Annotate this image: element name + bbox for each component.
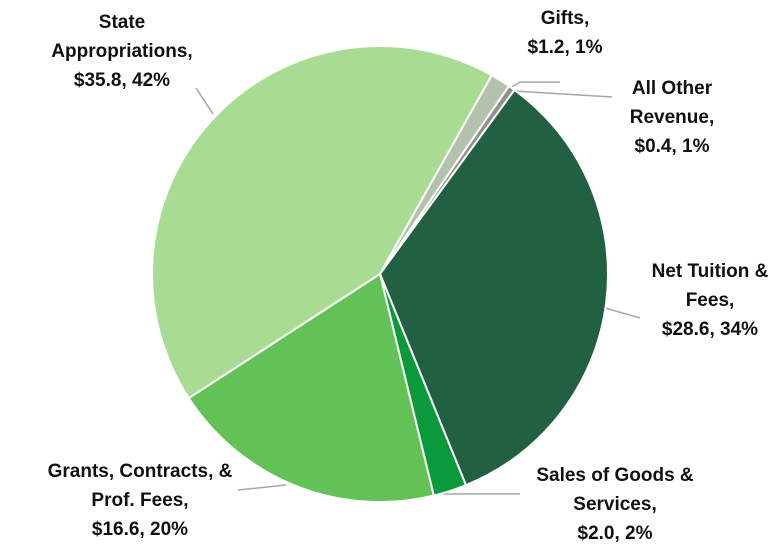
slice-label: All Other Revenue, $0.4, 1% [612,74,732,161]
value-label: $1.2, 1% [527,37,603,58]
slice-label: Grants, Contracts, & Prof. Fees, $16.6, 2… [30,457,250,544]
value-label: $0.4, 1% [634,136,710,157]
slice-label: State Appropriations, $35.8, 42% [32,8,212,95]
slices [151,45,609,503]
leader-line [513,90,613,98]
category-label: All Other Revenue, [629,78,715,128]
category-label: Sales of Goods & Services, [536,465,694,515]
pie-slice [378,88,609,487]
pie-slice [151,45,494,400]
slice-label: Sales of Goods & Services, $2.0, 2% [520,461,710,548]
value-label: $28.6, 34% [661,319,759,340]
category-label: Net Tuition & Fees, [651,261,769,311]
pie-slice [187,272,435,503]
value-label: $2.0, 2% [577,523,653,544]
slice-label: Gifts, $1.2, 1% [505,4,625,62]
slice-label: Net Tuition & Fees, $28.6, 34% [640,257,780,344]
category-label: Gifts, [540,8,590,29]
leader-line [509,81,560,89]
value-label: $16.6, 20% [91,519,189,540]
value-label: $35.8, 42% [73,70,171,91]
leader-line [237,484,287,491]
category-label: Grants, Contracts, & Prof. Fees, [47,461,233,511]
category-label: State Appropriations, [51,12,193,62]
leader-line [195,87,214,115]
